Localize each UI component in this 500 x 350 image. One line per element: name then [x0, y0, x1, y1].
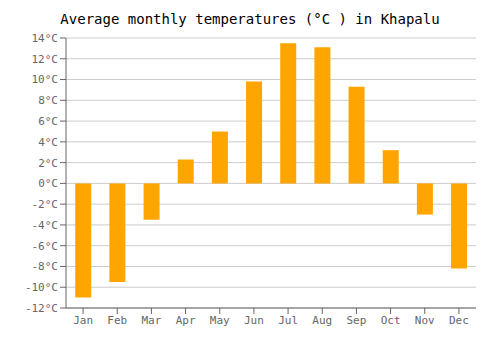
svg-text:10°C: 10°C — [32, 73, 59, 86]
svg-text:6°C: 6°C — [38, 115, 58, 128]
svg-text:-12°C: -12°C — [25, 302, 58, 315]
svg-text:Nov: Nov — [415, 314, 435, 327]
svg-text:-10°C: -10°C — [25, 281, 58, 294]
svg-text:Apr: Apr — [176, 314, 196, 327]
svg-text:-4°C: -4°C — [32, 219, 59, 232]
svg-text:-8°C: -8°C — [32, 260, 59, 273]
svg-text:4°C: 4°C — [38, 136, 58, 149]
svg-text:0°C: 0°C — [38, 177, 58, 190]
svg-text:Dec: Dec — [449, 314, 469, 327]
svg-text:Aug: Aug — [312, 314, 332, 327]
svg-text:14°C: 14°C — [32, 32, 59, 45]
svg-text:Mar: Mar — [141, 314, 161, 327]
svg-text:May: May — [210, 314, 230, 327]
html-text:Average monthly temperatures (: Average monthly temperatures (°C ) in Kh… — [60, 11, 440, 27]
svg-text:Jul: Jul — [278, 314, 298, 327]
svg-text:2°C: 2°C — [38, 157, 58, 170]
svg-text:8°C: 8°C — [38, 94, 58, 107]
svg-text:Sep: Sep — [346, 314, 366, 327]
svg-text:Oct: Oct — [381, 314, 401, 327]
svg-text:Feb: Feb — [107, 314, 127, 327]
svg-text:-2°C: -2°C — [32, 198, 59, 211]
svg-text:12°C: 12°C — [32, 53, 59, 66]
svg-text:Jun: Jun — [244, 314, 264, 327]
svg-text:Jan: Jan — [73, 314, 93, 327]
svg-text:-6°C: -6°C — [32, 240, 59, 253]
